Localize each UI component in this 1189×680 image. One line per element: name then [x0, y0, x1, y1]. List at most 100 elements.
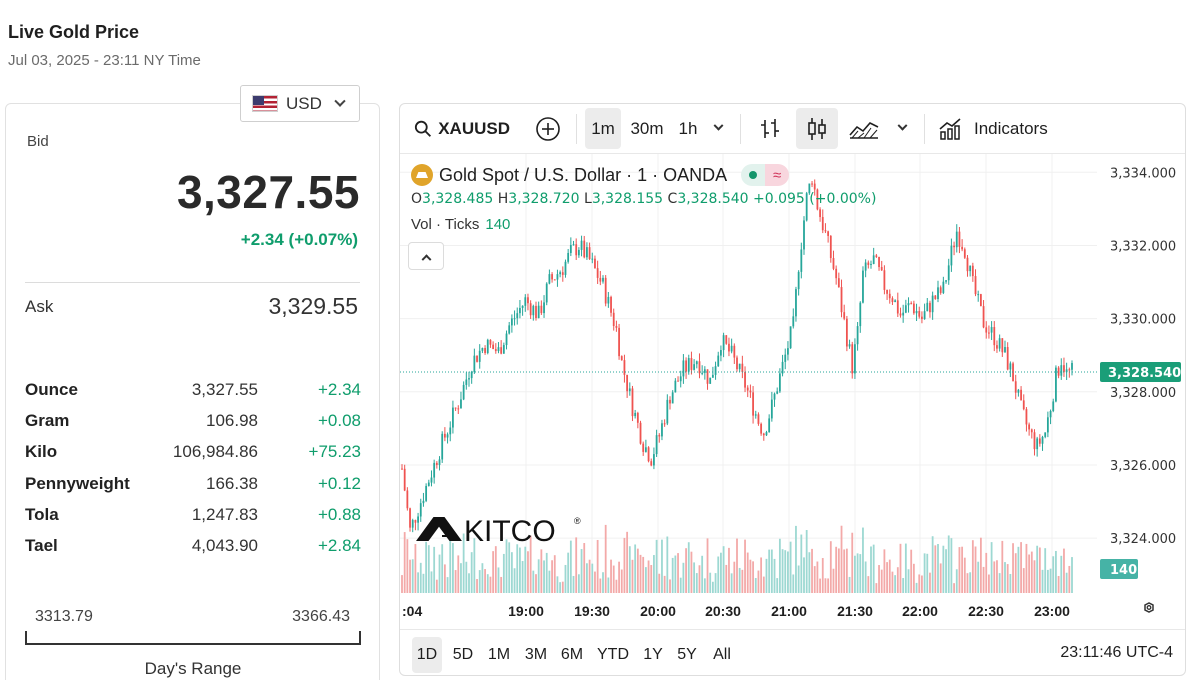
volume-bar: [457, 555, 460, 593]
volume-bar: [827, 578, 830, 593]
candle-body: [1006, 347, 1009, 370]
candle-body: [529, 303, 532, 316]
volume-value: 140: [485, 216, 511, 233]
ohlc-legend: O3,328.485 H3,328.720 L3,328.155 C3,328.…: [411, 191, 877, 207]
candle-body: [610, 296, 612, 313]
volume-bar: [934, 545, 937, 593]
volume-bar: [677, 553, 679, 593]
last-price-badge: [1100, 362, 1181, 383]
candle-body: [886, 289, 888, 294]
volume-bar: [982, 566, 985, 593]
bar-chart-type-button[interactable]: [752, 108, 788, 149]
candle-body: [519, 307, 521, 314]
candle-body: [548, 274, 551, 284]
volume-bar: [537, 559, 540, 593]
candle-body: [733, 345, 736, 358]
volume-bar: [1028, 554, 1031, 593]
area-chart-type-button[interactable]: [846, 108, 882, 149]
candle-body: [559, 272, 562, 275]
volume-bar: [543, 560, 545, 593]
candle-body: [912, 303, 915, 314]
candle-body: [618, 327, 620, 357]
symbol-search-button[interactable]: XAUUSD: [410, 108, 510, 149]
candle-body: [441, 433, 444, 460]
interval-30m-button[interactable]: 30m: [630, 118, 664, 138]
volume-bar: [979, 537, 982, 593]
page-timestamp: Jul 03, 2025 - 23:11 NY Time: [8, 52, 201, 69]
range-tab-6m[interactable]: 6M: [560, 646, 584, 663]
candle-body: [669, 399, 671, 404]
ohlc-close: 3,328.540: [677, 191, 749, 207]
collapse-legend-button[interactable]: [408, 242, 444, 270]
range-tab-1m[interactable]: 1M: [487, 646, 511, 663]
market-status-pill[interactable]: ≈: [741, 164, 790, 186]
volume-bar: [510, 552, 513, 593]
candle-body: [602, 277, 604, 282]
range-tab-5y[interactable]: 5Y: [677, 646, 697, 663]
volume-bar: [604, 524, 607, 593]
price-chart[interactable]: 3,334.000 3,332.000 3,330.000 3,328.000 3,32…: [400, 104, 1186, 676]
volume-bar: [939, 563, 942, 593]
candle-body: [478, 350, 481, 362]
interval-dropdown-button[interactable]: [706, 108, 730, 149]
candle-body: [411, 520, 414, 528]
volume-bar: [862, 527, 864, 593]
interval-1h-button[interactable]: 1h: [678, 118, 698, 138]
candle-body: [452, 407, 454, 428]
range-tab-ytd[interactable]: YTD: [597, 646, 629, 663]
volume-bar: [1036, 545, 1039, 593]
volume-bar: [947, 535, 950, 593]
volume-bar: [819, 578, 821, 593]
volume-bar: [1065, 572, 1068, 593]
range-tab-all[interactable]: All: [713, 646, 731, 663]
volume-bar: [926, 553, 929, 593]
us-flag-icon: [252, 95, 278, 112]
range-tab-1y[interactable]: 1Y: [643, 646, 663, 663]
range-tab-1d[interactable]: 1D: [412, 637, 442, 673]
volume-bar: [561, 581, 564, 593]
interval-1m-button[interactable]: 1m: [585, 108, 621, 149]
volume-bar: [1009, 573, 1012, 593]
candle-body: [647, 447, 650, 462]
volume-bar: [942, 545, 945, 593]
settings-gear-icon[interactable]: [1144, 602, 1154, 613]
chart-type-dropdown-button[interactable]: [890, 108, 914, 149]
range-tab-5d[interactable]: 5D: [452, 646, 474, 663]
volume-bar: [993, 561, 996, 593]
candle-body: [870, 263, 872, 265]
volume-bar: [567, 552, 570, 593]
volume-bar: [741, 569, 744, 593]
candle-body: [679, 376, 682, 382]
volume-bar: [1001, 540, 1004, 593]
candle-body: [502, 345, 505, 354]
volume-bar: [955, 569, 958, 593]
candle-body: [564, 261, 567, 275]
compare-symbol-button[interactable]: [533, 108, 563, 149]
candle-body: [816, 189, 819, 210]
volume-bar: [639, 554, 642, 593]
x-tick-label: 19:00: [508, 603, 544, 619]
volume-bar: [811, 548, 813, 593]
currency-select[interactable]: USD: [240, 85, 360, 122]
candle-body: [543, 302, 545, 314]
volume-bar: [502, 553, 505, 593]
candle-body: [556, 274, 559, 280]
indicators-button[interactable]: Indicators: [938, 108, 1058, 149]
y-tick-label: 3,328.000: [1110, 386, 1176, 401]
candle-body: [915, 311, 918, 314]
candle-body: [567, 252, 570, 262]
volume-bar: [843, 549, 846, 593]
candle-body: [985, 327, 988, 333]
range-tab-3m[interactable]: 3M: [524, 646, 548, 663]
approx-icon: ≈: [765, 164, 790, 186]
volume-bar: [717, 556, 720, 593]
volume-bar: [808, 552, 811, 593]
candles-chart-type-button[interactable]: [796, 108, 838, 149]
candle-body: [904, 305, 907, 313]
candle-body: [403, 468, 406, 491]
symbol-label: XAUUSD: [438, 118, 510, 138]
toolbar-separator: [924, 114, 925, 144]
volume-bar: [883, 549, 886, 593]
unit-change: +2.84: [317, 536, 361, 556]
candle-body: [653, 454, 655, 466]
